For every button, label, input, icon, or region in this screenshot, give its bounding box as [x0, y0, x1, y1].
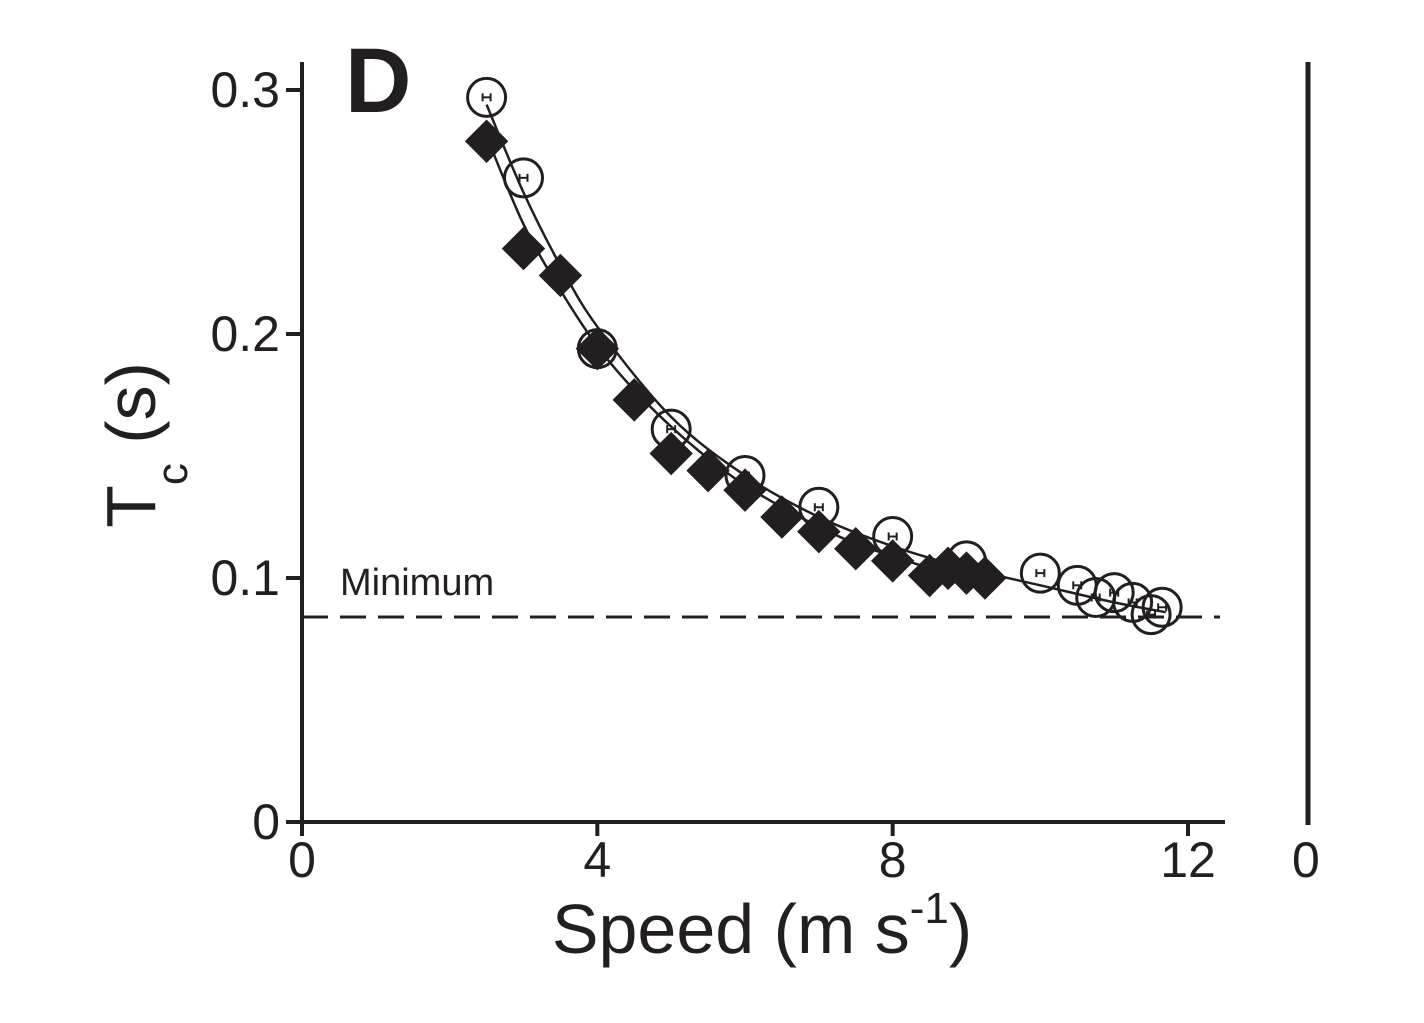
fit-diamonds-line: [485, 135, 989, 585]
diamond-marker: [538, 253, 583, 298]
next-panel-x-tick-label: 0: [1292, 832, 1320, 888]
circle-marker: [724, 455, 766, 497]
diamond-marker: [870, 539, 915, 583]
circle-marker: [576, 328, 618, 370]
circle-marker: [1093, 572, 1135, 614]
diamond-marker: [797, 509, 841, 554]
diamond-marker: [963, 556, 1007, 600]
diamond-marker: [649, 431, 693, 476]
x-axis-title-superscript: -1: [910, 884, 949, 933]
panel-label: D: [345, 30, 411, 132]
diamond-marker: [501, 226, 546, 271]
circle-marker: [1141, 586, 1183, 628]
circle-marker: [872, 516, 914, 558]
y-tick-label: 0.2: [210, 306, 280, 362]
circle-marker: [1019, 552, 1061, 594]
circle-marker: [946, 540, 987, 582]
y-axis-title-rest: (s): [92, 362, 170, 463]
y-axis-title: Tc (s): [92, 362, 197, 528]
circle-marker: [503, 157, 544, 199]
y-tick-label: 0: [252, 794, 280, 850]
circle-marker: [650, 408, 692, 450]
x-tick-label: 0: [288, 832, 316, 888]
y-axis-title-main: T: [92, 485, 170, 528]
diamond-marker: [834, 527, 878, 571]
x-tick-label: 8: [879, 832, 907, 888]
diamond-marker: [612, 378, 656, 422]
diamond-marker: [686, 448, 730, 493]
diamond-marker: [723, 468, 767, 512]
x-axis-title: Speed (m s-1): [552, 884, 972, 968]
circle-marker: [798, 486, 840, 528]
circle-marker: [1130, 594, 1172, 636]
y-tick-label: 0.3: [210, 62, 280, 118]
diamond-marker: [760, 495, 804, 539]
y-tick-label: 0.1: [210, 550, 280, 606]
x-tick-label: 4: [583, 832, 611, 888]
diamond-marker: [464, 119, 509, 163]
minimum-annotation: Minimum: [340, 562, 494, 604]
circle-marker: [466, 76, 508, 118]
marker-layer: [464, 76, 1183, 636]
x-axis-title-main: Speed (m s: [552, 890, 910, 968]
x-axis-title-close: ): [949, 890, 972, 968]
y-axis-title-subscript: c: [148, 463, 197, 485]
x-tick-label: 12: [1160, 832, 1216, 888]
axes-layer: 0 0.1 0.2 0.3 0 4 8 12: [210, 62, 1311, 888]
